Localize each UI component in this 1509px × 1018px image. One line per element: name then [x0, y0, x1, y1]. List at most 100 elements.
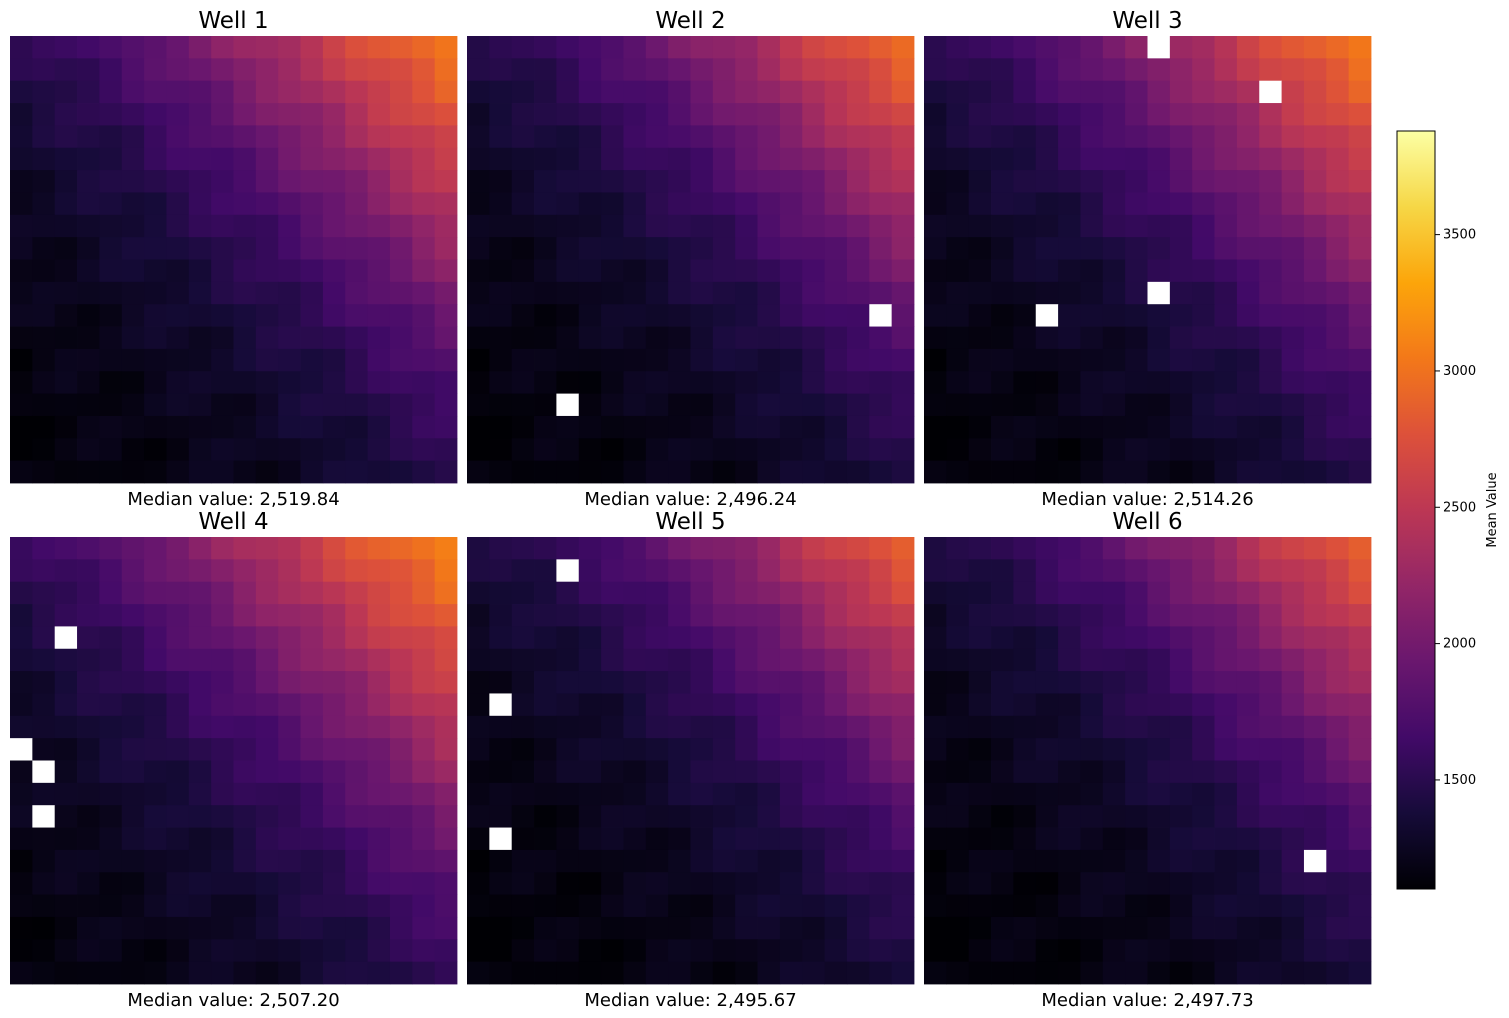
- heatmap-cell: [556, 125, 580, 149]
- heatmap-cell: [802, 715, 825, 739]
- heatmap-cell: [1281, 371, 1305, 394]
- heatmap-cell: [1035, 648, 1059, 672]
- heatmap-cell: [735, 125, 758, 149]
- heatmap-cell: [1013, 259, 1037, 283]
- heatmap-cell: [846, 872, 870, 895]
- heatmap-cell: [968, 371, 992, 394]
- heatmap-cell: [1192, 393, 1215, 417]
- heatmap-cell: [757, 36, 781, 59]
- heatmap-cell: [1080, 715, 1104, 739]
- heatmap-cell: [924, 80, 947, 104]
- heatmap-cell: [77, 604, 100, 627]
- heatmap-cell: [1214, 214, 1238, 238]
- heatmap-cell: [99, 438, 123, 462]
- heatmap-cell: [345, 259, 368, 283]
- heatmap-cell: [10, 961, 33, 985]
- heatmap-cell: [1058, 939, 1081, 963]
- heatmap-cell: [434, 36, 458, 59]
- heatmap-cell: [99, 626, 123, 650]
- heatmap-cell: [623, 259, 647, 283]
- heatmap-cell: [278, 671, 301, 694]
- heatmap-cell: [1147, 559, 1171, 583]
- heatmap-cell: [1326, 693, 1350, 717]
- heatmap-cell: [534, 961, 557, 985]
- heatmap-cell: [188, 894, 212, 918]
- heatmap-cell: [891, 537, 915, 560]
- heatmap-cell: [511, 760, 535, 784]
- heatmap-cell: [991, 604, 1014, 627]
- heatmap-cell: [1013, 827, 1037, 851]
- heatmap-cell: [511, 125, 535, 149]
- heatmap-cell: [1236, 259, 1260, 283]
- heatmap-cell: [824, 170, 848, 193]
- heatmap-cell: [846, 782, 870, 806]
- heatmap-cell: [99, 693, 123, 717]
- heatmap-cell: [1147, 939, 1171, 963]
- heatmap-cell: [1192, 259, 1215, 283]
- heatmap-cell: [166, 58, 190, 82]
- heatmap-cell: [434, 537, 458, 560]
- heatmap-cell: [846, 80, 870, 104]
- heatmap-cell: [891, 894, 915, 918]
- heatmap-cell: [54, 581, 78, 605]
- heatmap-cell: [77, 827, 100, 851]
- heatmap-cell: [10, 438, 33, 462]
- heatmap-cell: [1013, 559, 1037, 583]
- heatmap-cell: [233, 393, 257, 417]
- heatmap-cell: [32, 237, 56, 260]
- heatmap-cell: [802, 782, 825, 806]
- heatmap-cell: [668, 671, 691, 694]
- heatmap-cell: [690, 147, 714, 171]
- heatmap-cell: [1348, 916, 1372, 940]
- heatmap-cell: [1281, 537, 1305, 560]
- heatmap-cell: [757, 671, 781, 694]
- heatmap-cell: [712, 170, 736, 193]
- heatmap-cell: [645, 671, 669, 694]
- heatmap-cell: [32, 671, 56, 694]
- heatmap-cell: [322, 827, 346, 851]
- heatmap-cell: [32, 626, 56, 650]
- heatmap-cell: [54, 671, 78, 694]
- heatmap-cell: [1192, 760, 1215, 784]
- heatmap-cell: [735, 849, 758, 873]
- nodata-cell: [556, 559, 580, 583]
- nodata-cell: [1303, 849, 1327, 873]
- heatmap-cell: [121, 259, 145, 283]
- heatmap-cell: [322, 192, 346, 216]
- heatmap-cell: [1192, 872, 1215, 895]
- heatmap-cell: [278, 393, 301, 417]
- well-title: Well 1: [198, 8, 268, 34]
- heatmap-cell: [1192, 715, 1215, 739]
- heatmap-cell: [233, 170, 257, 193]
- heatmap-cell: [1192, 581, 1215, 605]
- heatmap-cell: [924, 894, 947, 918]
- heatmap-cell: [623, 916, 647, 940]
- heatmap-cell: [211, 961, 234, 985]
- heatmap-cell: [690, 415, 714, 439]
- heatmap-cell: [1102, 214, 1126, 238]
- heatmap-cell: [556, 738, 580, 761]
- heatmap-cell: [991, 170, 1014, 193]
- heatmap-cell: [1035, 237, 1059, 260]
- heatmap-cell: [233, 460, 257, 484]
- heatmap-cell: [54, 371, 78, 394]
- heatmap-cell: [188, 393, 212, 417]
- heatmap-cell: [1169, 58, 1193, 82]
- heatmap-cell: [255, 460, 279, 484]
- heatmap-cell: [345, 961, 368, 985]
- heatmap-cell: [77, 304, 100, 327]
- heatmap-cell: [846, 326, 870, 350]
- heatmap-cell: [166, 415, 190, 439]
- heatmap-cell: [300, 559, 324, 583]
- heatmap-cell: [623, 393, 647, 417]
- heatmap-cell: [121, 438, 145, 462]
- heatmap-cell: [1080, 537, 1104, 560]
- heatmap-cell: [211, 36, 234, 59]
- heatmap-cell: [211, 371, 234, 394]
- heatmap-cell: [412, 326, 436, 350]
- heatmap-cell: [322, 581, 346, 605]
- heatmap-cell: [77, 849, 100, 873]
- heatmap-cell: [869, 58, 893, 82]
- heatmap-cell: [1303, 559, 1327, 583]
